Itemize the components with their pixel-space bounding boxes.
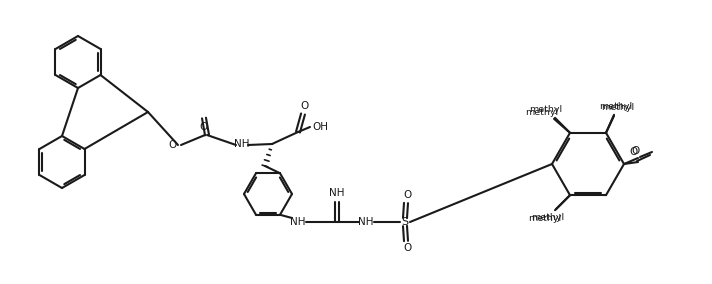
Text: O: O — [300, 101, 308, 111]
Text: OH: OH — [312, 122, 328, 132]
Text: O: O — [199, 122, 207, 132]
Text: O: O — [632, 146, 640, 156]
Text: methyl: methyl — [531, 213, 565, 222]
Text: NH: NH — [329, 188, 345, 198]
Text: NH: NH — [290, 217, 305, 227]
Text: methyl: methyl — [602, 103, 634, 112]
Text: methyl: methyl — [530, 105, 562, 114]
Text: O: O — [403, 190, 411, 200]
Text: methyl: methyl — [600, 102, 632, 111]
Text: NH: NH — [234, 139, 250, 149]
Text: O: O — [403, 243, 411, 253]
Text: O: O — [629, 147, 637, 157]
Text: methyl: methyl — [528, 214, 562, 223]
Text: NH: NH — [358, 217, 374, 227]
Text: S: S — [402, 217, 409, 227]
Text: O: O — [168, 140, 176, 150]
Text: methyl: methyl — [525, 108, 558, 117]
